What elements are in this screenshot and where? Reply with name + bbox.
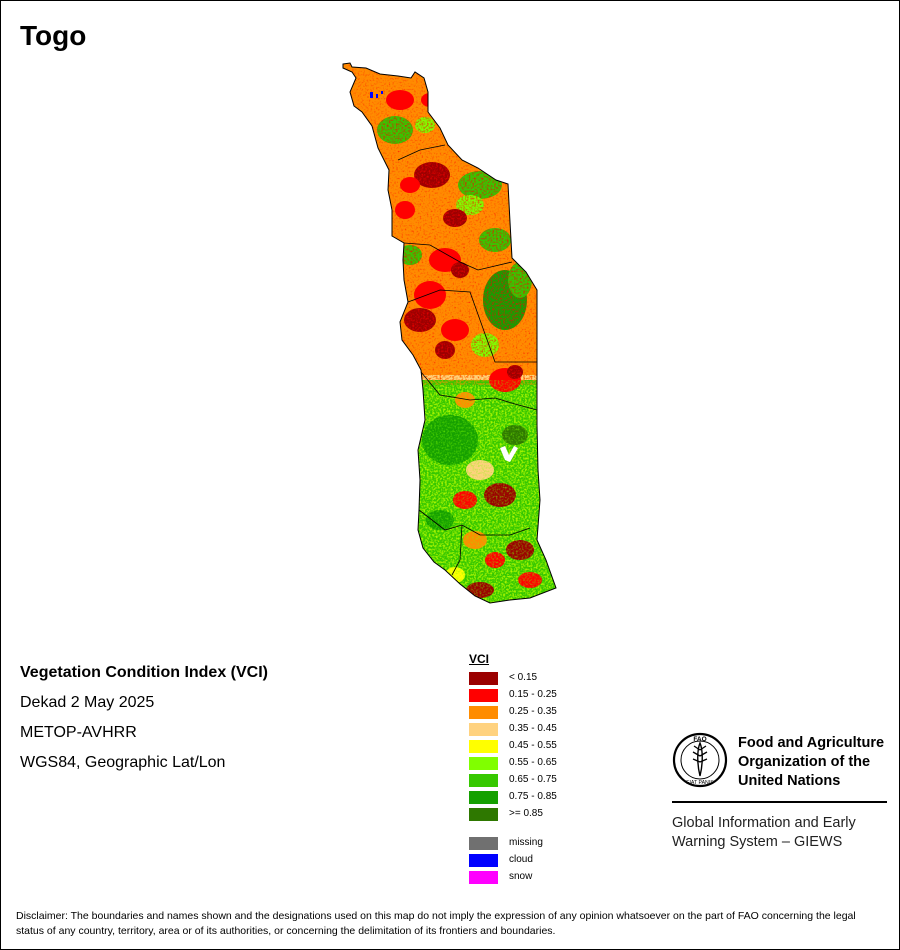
fao-motto: FIAT PANIS (686, 780, 714, 786)
map-info: Vegetation Condition Index (VCI) Dekad 2… (20, 658, 268, 778)
legend-class-swatch (469, 706, 498, 719)
fao-org-line2: Organization of the (738, 754, 871, 770)
legend-class-label: >= 0.85 (509, 808, 543, 819)
legend-class-row: 0.15 - 0.25 (469, 687, 557, 704)
legend-class-swatch (469, 774, 498, 787)
giews-label: Global Information and Early Warning Sys… (672, 815, 856, 850)
legend-special-row: missing (469, 835, 543, 852)
legend-class-swatch (469, 672, 498, 685)
legend: VCI < 0.15 0.15 - 0.25 0.25 - 0.35 0.35 - 0… (469, 652, 557, 886)
legend-class-swatch (469, 808, 498, 821)
index-title: Vegetation Condition Index (VCI) (20, 664, 268, 681)
legend-gap (469, 823, 489, 835)
fao-logo-text: FAO (693, 736, 706, 743)
legend-special-swatch (469, 871, 498, 884)
legend-class-row: 0.65 - 0.75 (469, 772, 557, 789)
legend-class-label: 0.45 - 0.55 (509, 740, 557, 751)
legend-special-row: snow (469, 869, 532, 886)
legend-special-swatch (469, 854, 498, 867)
legend-classes: < 0.15 0.15 - 0.25 0.25 - 0.35 0.35 - 0.45 0… (469, 670, 557, 823)
fao-org-line1: Food and Agriculture (738, 735, 885, 751)
legend-class-label: 0.25 - 0.35 (509, 706, 557, 717)
fao-org-line3: United Nations (738, 773, 841, 789)
period-label: Dekad 2 May 2025 (20, 694, 155, 711)
fao-org-name: Food and Agriculture Organization of the… (738, 734, 884, 791)
legend-class-row: 0.35 - 0.45 (469, 721, 557, 738)
legend-class-swatch (469, 740, 498, 753)
legend-class-label: 0.75 - 0.85 (509, 791, 557, 802)
fao-divider (672, 801, 887, 803)
legend-class-row: >= 0.85 (469, 806, 543, 823)
legend-class-row: < 0.15 (469, 670, 537, 687)
projection-label: WGS84, Geographic Lat/Lon (20, 754, 226, 771)
disclaimer: Disclaimer: The boundaries and names sho… (16, 910, 856, 937)
legend-class-label: 0.35 - 0.45 (509, 723, 557, 734)
page-title: Togo (20, 20, 87, 51)
legend-class-label: < 0.15 (509, 672, 538, 683)
legend-class-swatch (469, 689, 498, 702)
legend-class-row: 0.45 - 0.55 (469, 738, 557, 755)
legend-class-row: 0.75 - 0.85 (469, 789, 557, 806)
legend-special-label: snow (509, 871, 533, 882)
vci-map (330, 55, 570, 610)
sensor-label: METOP-AVHRR (20, 724, 137, 741)
legend-class-label: 0.55 - 0.65 (509, 757, 557, 768)
legend-special-label: missing (509, 837, 543, 848)
legend-title: VCI (469, 652, 490, 666)
legend-special-row: cloud (469, 852, 533, 869)
legend-class-swatch (469, 757, 498, 770)
legend-class-swatch (469, 791, 498, 804)
legend-special-label: cloud (509, 854, 533, 865)
legend-class-label: 0.15 - 0.25 (509, 689, 557, 700)
legend-class-row: 0.55 - 0.65 (469, 755, 557, 772)
legend-class-row: 0.25 - 0.35 (469, 704, 557, 721)
legend-class-label: 0.65 - 0.75 (509, 774, 557, 785)
legend-special: missing cloud snow (469, 835, 543, 886)
legend-class-swatch (469, 723, 498, 736)
legend-special-swatch (469, 837, 498, 850)
fao-logo-icon: FIAT PANIS FAO (672, 732, 728, 788)
